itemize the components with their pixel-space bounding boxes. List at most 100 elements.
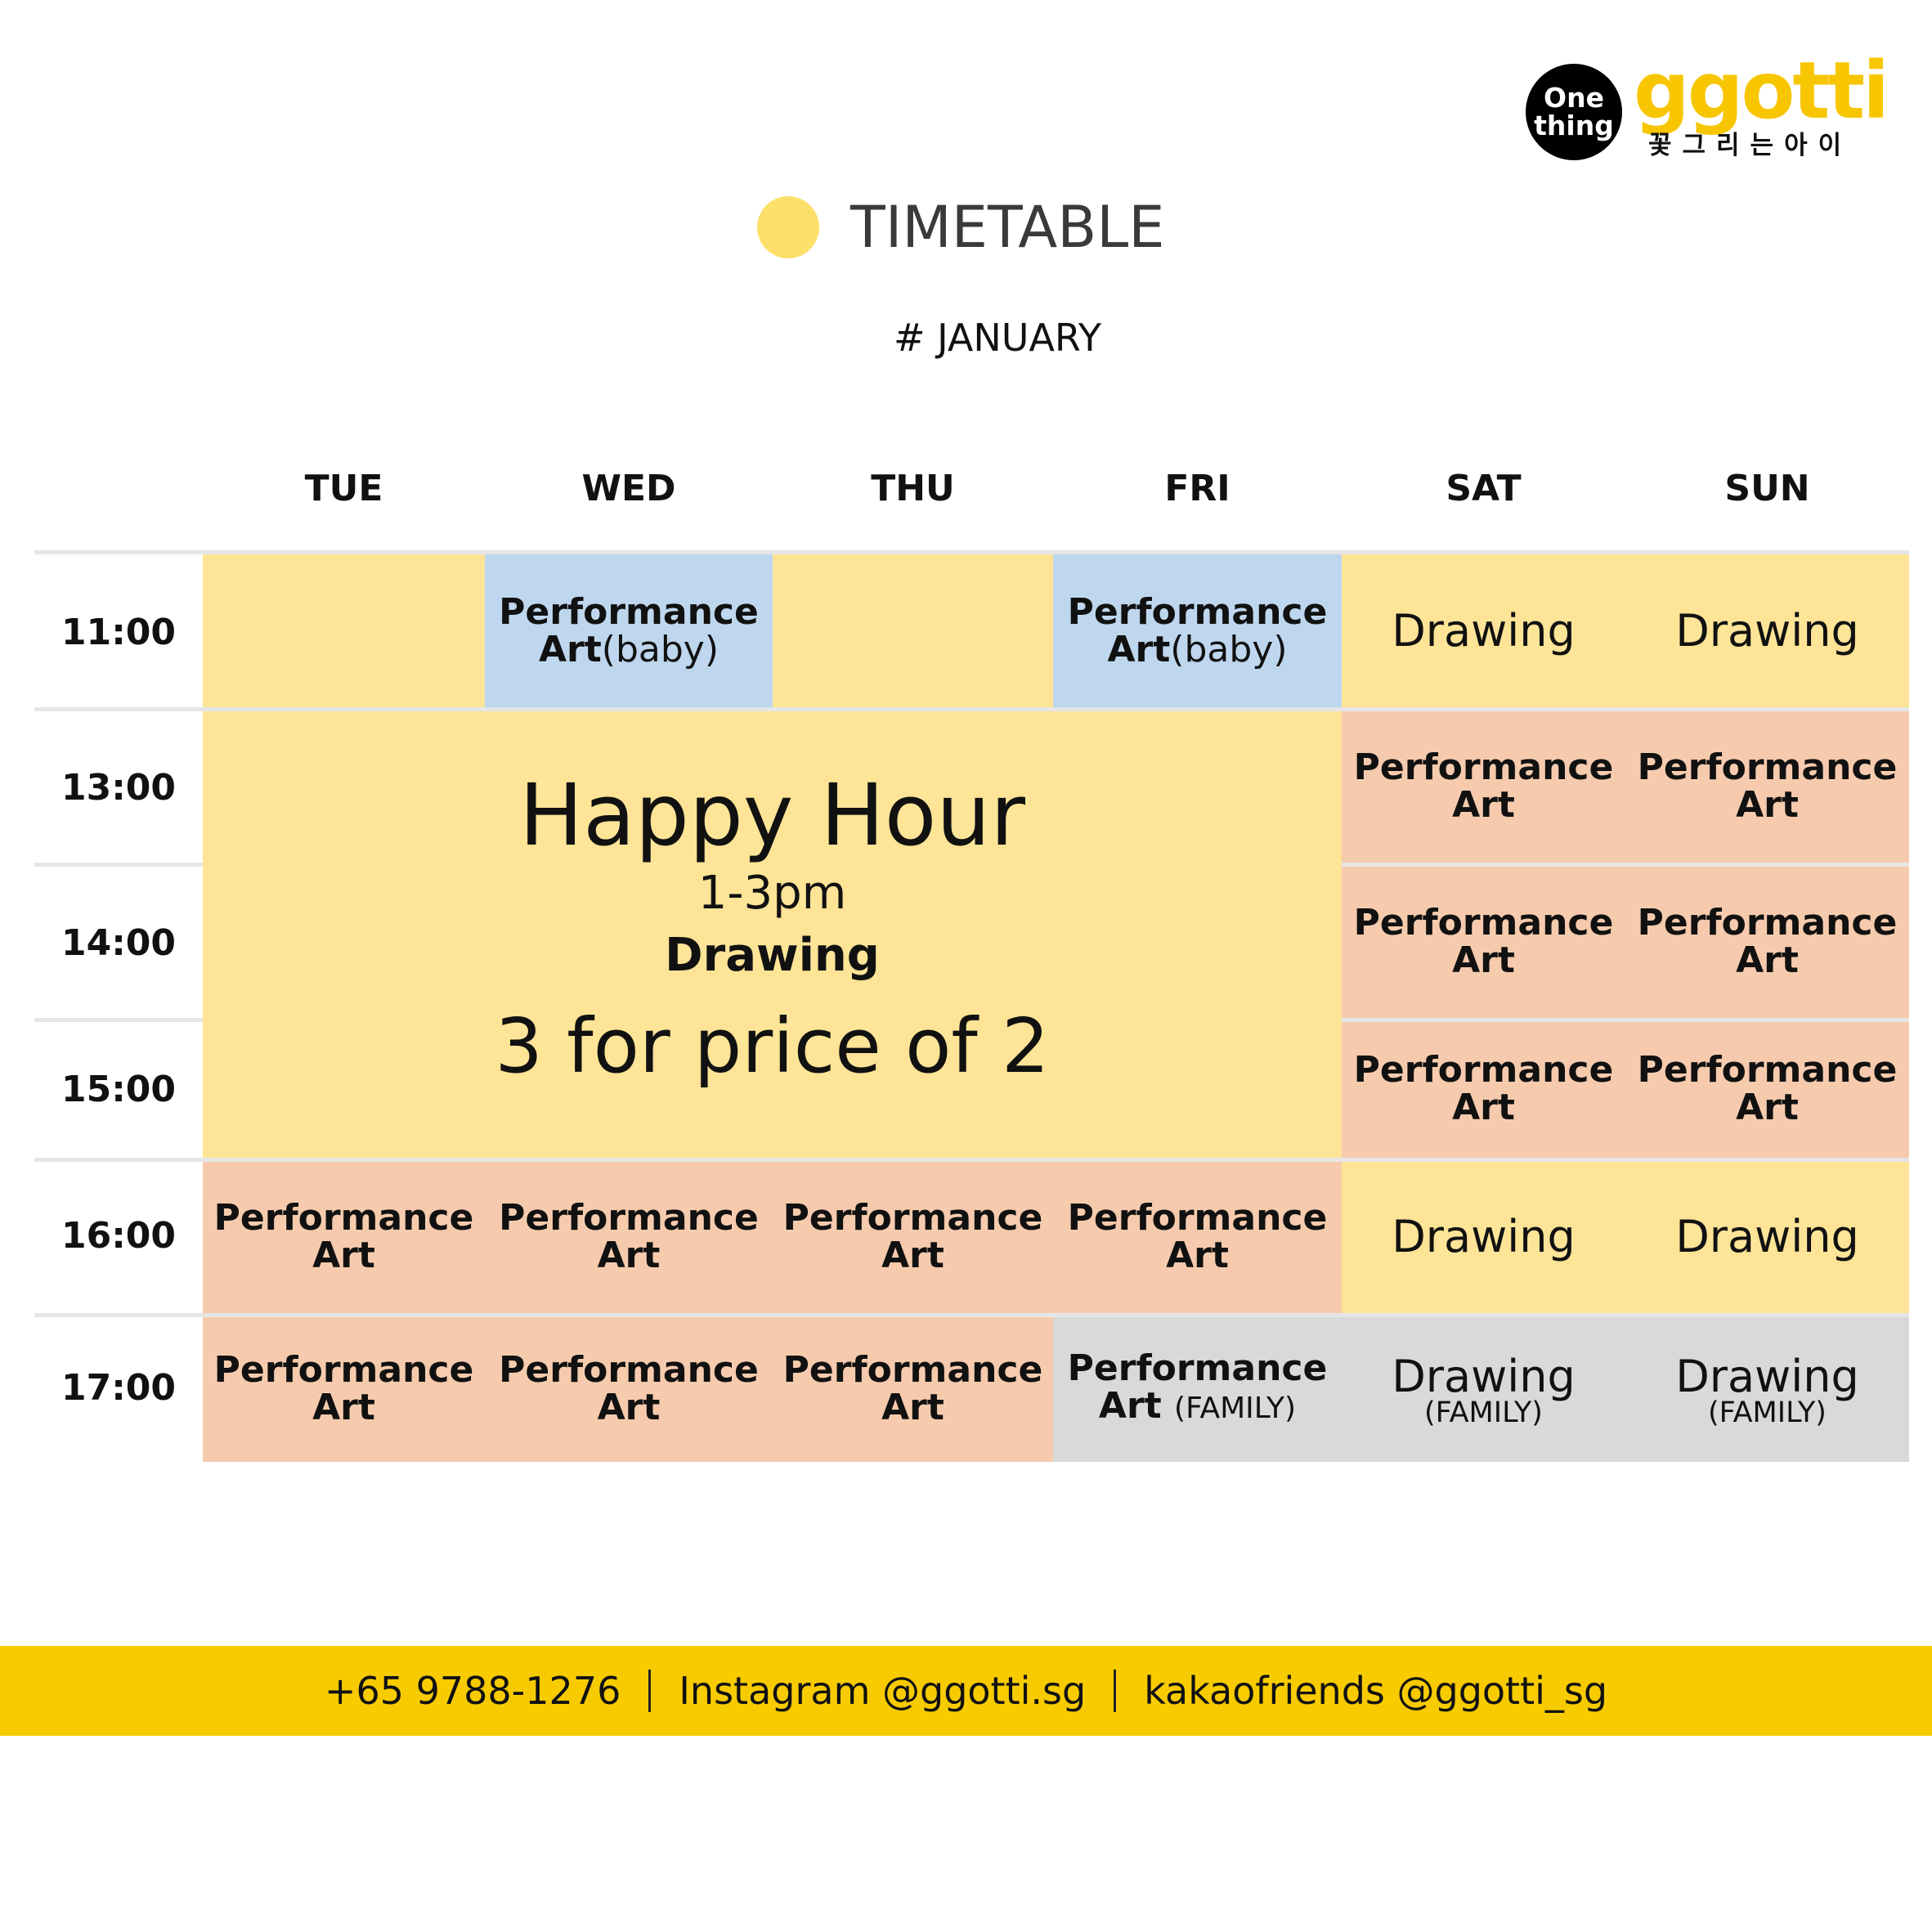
class-title: Performance <box>1067 1196 1328 1239</box>
time-label-1500: 15:00 <box>61 1068 177 1110</box>
class-title: Art <box>1452 783 1515 826</box>
slot-sun-1100[interactable]: Drawing <box>1625 554 1909 707</box>
slot-sun-1300[interactable]: Performance Art <box>1625 710 1909 863</box>
class-title: Performance <box>1353 1049 1614 1091</box>
row-divider <box>34 1158 1909 1162</box>
slot-sat-1100[interactable]: Drawing <box>1342 554 1625 707</box>
slot-wed-1600[interactable]: Performance Art <box>485 1160 773 1313</box>
time-label-1600: 16:00 <box>61 1214 177 1257</box>
slot-sun-1400[interactable]: Performance Art <box>1625 865 1909 1018</box>
title-dot-icon <box>757 196 819 258</box>
slot-tue-1700[interactable]: Performance Art <box>203 1316 485 1462</box>
class-title: Performance <box>782 1348 1043 1391</box>
footer-divider <box>1114 1670 1117 1712</box>
slot-wed-1700[interactable]: Performance Art <box>485 1316 773 1462</box>
slot-thu-1600[interactable]: Performance Art <box>773 1160 1053 1313</box>
class-title: Performance <box>1067 1347 1328 1389</box>
slot-sat-1300[interactable]: Performance Art <box>1342 710 1625 863</box>
brand-korean-tagline: 꽃그리는아이 <box>1648 131 1853 160</box>
row-divider <box>34 863 203 867</box>
row-divider <box>34 707 1909 711</box>
slot-sun-1500[interactable]: Performance Art <box>1625 1020 1909 1158</box>
class-title: Performance <box>782 1196 1043 1239</box>
class-note: (FAMILY) <box>1174 1392 1297 1425</box>
class-title: Art <box>597 1234 661 1276</box>
brand-wordmark: ggotti <box>1634 45 1889 137</box>
slot-wed-1100[interactable]: Performance Art(baby) <box>485 554 773 707</box>
happy-hour-activity: Drawing <box>665 929 880 982</box>
class-title: Drawing <box>1675 1350 1859 1402</box>
day-header-tue: TUE <box>304 468 383 509</box>
day-header-wed: WED <box>581 468 676 509</box>
month-subtitle: # JANUARY <box>893 316 1102 360</box>
class-title: Art <box>1107 628 1171 670</box>
class-title: Art <box>539 628 602 670</box>
class-title: Performance <box>1637 901 1898 944</box>
happy-hour-time: 1-3pm <box>697 867 847 920</box>
slot-sun-1700[interactable]: Drawing (FAMILY) <box>1625 1316 1909 1462</box>
class-title: Art <box>312 1234 375 1276</box>
slot-tue-1600[interactable]: Performance Art <box>203 1160 485 1313</box>
instagram-handle[interactable]: Instagram @ggotti.sg <box>679 1669 1087 1713</box>
row-divider <box>1342 863 1909 867</box>
slot-sun-1600[interactable]: Drawing <box>1625 1160 1909 1313</box>
slot-tue-1100 <box>203 554 485 707</box>
row-divider <box>34 1018 203 1022</box>
day-header-sat: SAT <box>1446 468 1522 509</box>
class-title: Performance <box>213 1196 474 1239</box>
class-note: (baby) <box>601 628 719 670</box>
slot-fri-1600[interactable]: Performance Art <box>1053 1160 1342 1313</box>
class-note: (FAMILY) <box>1424 1396 1543 1429</box>
class-title: Performance <box>499 1348 759 1391</box>
class-title: Art <box>1452 939 1515 981</box>
class-title: Drawing <box>1675 1210 1859 1262</box>
row-divider <box>1342 1018 1909 1022</box>
slot-thu-1100 <box>773 554 1053 707</box>
slot-sat-1700[interactable]: Drawing (FAMILY) <box>1342 1316 1625 1462</box>
slot-fri-1100[interactable]: Performance Art(baby) <box>1053 554 1342 707</box>
class-title: Art <box>312 1386 375 1428</box>
class-title: Art <box>881 1234 944 1276</box>
time-label-1300: 13:00 <box>61 766 177 809</box>
class-title: Art <box>1736 783 1799 826</box>
slot-sat-1400[interactable]: Performance Art <box>1342 865 1625 1018</box>
brand-badge-line1: One <box>1544 82 1604 114</box>
happy-hour-title: Happy Hour <box>518 765 1026 865</box>
page-title: TIMETABLE <box>850 194 1165 261</box>
class-title: Performance <box>499 590 759 633</box>
happy-hour-offer: 3 for price of 2 <box>495 1002 1050 1090</box>
class-title: Art <box>597 1386 661 1428</box>
slot-sat-1600[interactable]: Drawing <box>1342 1160 1625 1313</box>
day-header-thu: THU <box>871 468 955 509</box>
slot-fri-1700[interactable]: Performance Art (FAMILY) <box>1053 1316 1342 1462</box>
day-header-fri: FRI <box>1164 468 1230 509</box>
class-title: Performance <box>499 1196 759 1239</box>
class-title: Drawing <box>1392 1210 1576 1262</box>
day-header-sun: SUN <box>1724 468 1810 509</box>
class-title: Performance <box>1067 590 1328 633</box>
time-label-1100: 11:00 <box>61 611 177 653</box>
class-title: Art <box>1452 1087 1515 1128</box>
class-title: Art <box>1098 1385 1162 1427</box>
brand-badge: One thing <box>1526 64 1622 160</box>
footer-divider <box>648 1670 652 1712</box>
row-divider <box>34 550 1909 554</box>
class-title: Performance <box>213 1348 474 1391</box>
brand-badge-line2: thing <box>1534 110 1614 141</box>
class-title: Performance <box>1353 901 1614 944</box>
class-title: Art <box>1166 1234 1229 1276</box>
class-title: Drawing <box>1392 1350 1576 1402</box>
class-note: (FAMILY) <box>1708 1396 1827 1429</box>
class-note: (baby) <box>1170 628 1288 670</box>
kakao-handle[interactable]: kakaofriends @ggotti_sg <box>1144 1669 1608 1713</box>
contact-footer: +65 9788-1276 Instagram @ggotti.sg kakao… <box>0 1646 1932 1736</box>
class-title: Art <box>1736 1087 1799 1128</box>
slot-sat-1500[interactable]: Performance Art <box>1342 1020 1625 1158</box>
class-title: Art <box>1736 939 1799 981</box>
happy-hour-block[interactable]: Happy Hour 1-3pm Drawing 3 for price of … <box>203 710 1342 1158</box>
class-title: Drawing <box>1392 604 1576 657</box>
slot-thu-1700[interactable]: Performance Art <box>773 1316 1053 1462</box>
class-title: Performance <box>1353 746 1614 788</box>
phone-number[interactable]: +65 9788-1276 <box>324 1669 621 1713</box>
class-title: Performance <box>1637 1049 1898 1091</box>
